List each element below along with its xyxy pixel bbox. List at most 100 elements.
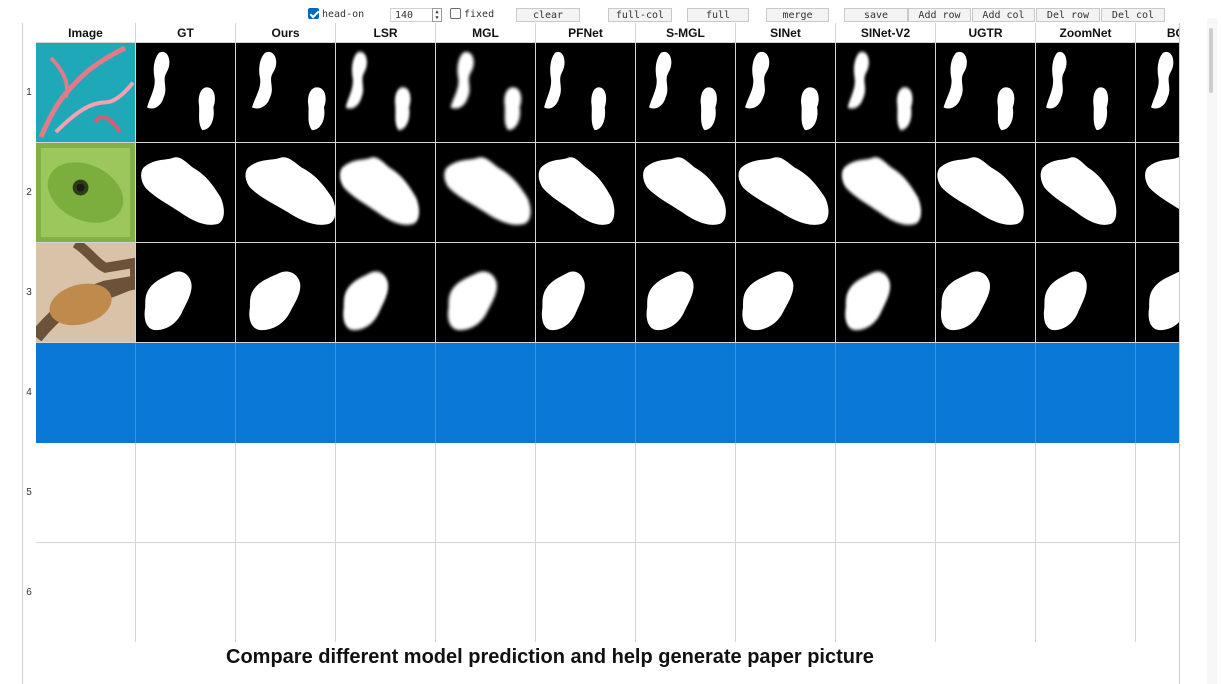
size-input[interactable]	[390, 8, 432, 22]
prediction-mask[interactable]	[736, 43, 836, 143]
column-header-bgnet[interactable]: BGNet	[1136, 23, 1179, 43]
row-header-6[interactable]: 6	[26, 587, 32, 598]
vertical-scrollbar[interactable]	[1207, 18, 1217, 684]
prediction-mask[interactable]	[536, 143, 636, 243]
column-header-image[interactable]: Image	[36, 23, 136, 43]
row-header-1[interactable]: 1	[26, 87, 32, 98]
prediction-mask[interactable]	[136, 143, 236, 243]
column-header-ugtr[interactable]: UGTR	[936, 23, 1036, 43]
prediction-mask[interactable]	[436, 43, 536, 143]
column-header-mgl[interactable]: MGL	[436, 23, 536, 43]
empty-cell[interactable]	[436, 443, 536, 543]
prediction-mask[interactable]	[836, 243, 936, 343]
empty-cell[interactable]	[936, 443, 1036, 543]
column-header-gt[interactable]: GT	[136, 23, 236, 43]
empty-cell[interactable]	[836, 443, 936, 543]
empty-cell[interactable]	[236, 443, 336, 543]
column-header-zoomnet[interactable]: ZoomNet	[1036, 23, 1136, 43]
empty-cell[interactable]	[636, 443, 736, 543]
empty-cell[interactable]	[436, 543, 536, 642]
selected-row[interactable]	[36, 343, 1179, 443]
empty-cell[interactable]	[736, 543, 836, 642]
prediction-mask[interactable]	[1036, 43, 1136, 143]
column-header-sinet[interactable]: SINet	[736, 23, 836, 43]
prediction-mask[interactable]	[836, 43, 936, 143]
scrollbar-thumb[interactable]	[1209, 28, 1213, 93]
row-header-2[interactable]: 2	[26, 187, 32, 198]
empty-cell[interactable]	[536, 543, 636, 642]
merge-button[interactable]: merge	[766, 8, 829, 22]
prediction-mask[interactable]	[336, 43, 436, 143]
prediction-mask[interactable]	[536, 43, 636, 143]
add-col-button[interactable]: Add col	[972, 8, 1035, 22]
del-col-button[interactable]: Del col	[1101, 8, 1165, 22]
empty-cell[interactable]	[336, 543, 436, 642]
full-col-button[interactable]: full-col	[608, 8, 672, 22]
empty-cell[interactable]	[236, 543, 336, 642]
prediction-mask[interactable]	[936, 243, 1036, 343]
spin-down-icon[interactable]: ▼	[435, 15, 439, 21]
prediction-mask[interactable]	[336, 243, 436, 343]
spin-arrows[interactable]: ▲ ▼	[432, 8, 442, 22]
empty-cell[interactable]	[936, 543, 1036, 642]
prediction-mask[interactable]	[1036, 143, 1136, 243]
selected-row-divider	[135, 343, 136, 443]
empty-cell[interactable]	[36, 443, 136, 543]
column-header-ours[interactable]: Ours	[236, 23, 336, 43]
prediction-mask[interactable]	[536, 243, 636, 343]
empty-cell[interactable]	[1136, 543, 1179, 642]
prediction-mask[interactable]	[936, 143, 1036, 243]
prediction-mask[interactable]	[1136, 143, 1179, 243]
empty-cell[interactable]	[836, 543, 936, 642]
input-image[interactable]	[36, 143, 136, 243]
prediction-mask[interactable]	[1036, 243, 1136, 343]
prediction-mask[interactable]	[236, 43, 336, 143]
empty-cell[interactable]	[1036, 543, 1136, 642]
row-header-4[interactable]: 4	[26, 387, 32, 398]
empty-cell[interactable]	[636, 543, 736, 642]
column-header-s-mgl[interactable]: S-MGL	[636, 23, 736, 43]
empty-cell[interactable]	[736, 443, 836, 543]
full-button[interactable]: full	[687, 8, 749, 22]
row-header-5[interactable]: 5	[26, 487, 32, 498]
head-on-checkbox[interactable]	[308, 8, 319, 19]
clear-button[interactable]: clear	[516, 8, 580, 22]
fixed-toggle[interactable]: fixed	[450, 8, 494, 22]
prediction-mask[interactable]	[636, 143, 736, 243]
prediction-mask[interactable]	[136, 43, 236, 143]
input-image[interactable]	[36, 243, 136, 343]
prediction-mask[interactable]	[936, 43, 1036, 143]
fixed-checkbox[interactable]	[450, 8, 461, 19]
prediction-mask[interactable]	[236, 143, 336, 243]
column-header-pfnet[interactable]: PFNet	[536, 23, 636, 43]
head-on-toggle[interactable]: head-on	[308, 8, 364, 22]
prediction-mask[interactable]	[636, 43, 736, 143]
prediction-mask[interactable]	[236, 243, 336, 343]
prediction-mask[interactable]	[636, 243, 736, 343]
empty-cell[interactable]	[1136, 443, 1179, 543]
prediction-mask[interactable]	[436, 143, 536, 243]
save-button[interactable]: save	[844, 8, 908, 22]
empty-cell[interactable]	[536, 443, 636, 543]
prediction-mask[interactable]	[736, 143, 836, 243]
prediction-mask[interactable]	[1136, 243, 1179, 343]
prediction-mask[interactable]	[736, 243, 836, 343]
add-row-button[interactable]: Add row	[908, 8, 971, 22]
prediction-mask[interactable]	[836, 143, 936, 243]
empty-cell[interactable]	[36, 543, 136, 642]
del-row-button[interactable]: Del row	[1036, 8, 1100, 22]
empty-cell[interactable]	[336, 443, 436, 543]
size-spinbox[interactable]: ▲ ▼	[390, 8, 442, 22]
spin-up-icon[interactable]: ▲	[435, 9, 439, 15]
column-header-sinet-v2[interactable]: SINet-V2	[836, 23, 936, 43]
prediction-mask[interactable]	[136, 243, 236, 343]
prediction-mask[interactable]	[1136, 43, 1179, 143]
empty-cell[interactable]	[1036, 443, 1136, 543]
empty-cell[interactable]	[136, 543, 236, 642]
prediction-mask[interactable]	[436, 243, 536, 343]
row-header-3[interactable]: 3	[26, 287, 32, 298]
input-image[interactable]	[36, 43, 136, 143]
prediction-mask[interactable]	[336, 143, 436, 243]
empty-cell[interactable]	[136, 443, 236, 543]
column-header-lsr[interactable]: LSR	[336, 23, 436, 43]
